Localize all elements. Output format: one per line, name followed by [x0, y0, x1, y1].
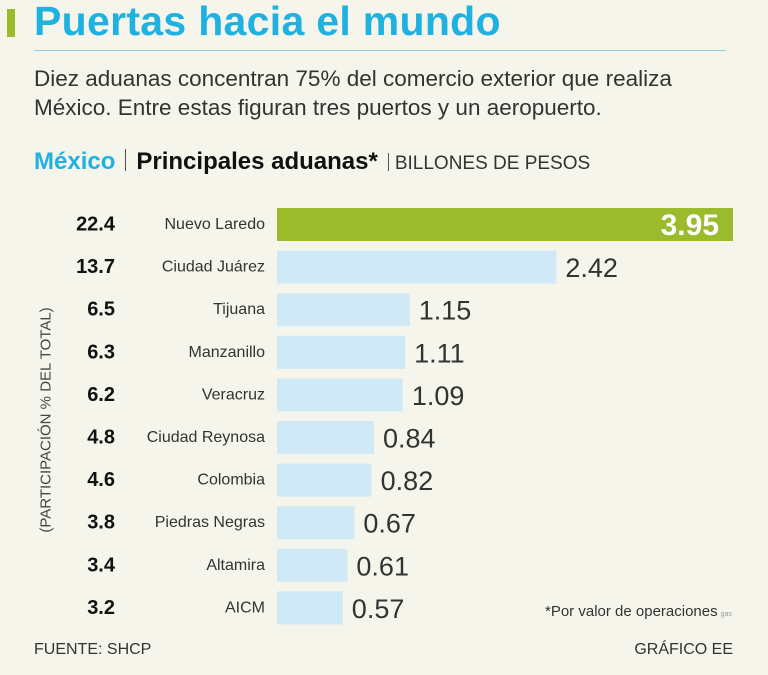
bar [277, 335, 406, 369]
category-label: Ciudad Reynosa [147, 429, 265, 446]
category-label: Manzanillo [189, 344, 266, 361]
header-separator [125, 149, 127, 171]
footnote: *Por valor de operaciones gas [545, 603, 732, 620]
value-label: 1.09 [412, 381, 465, 411]
share-label: 3.2 [87, 597, 115, 619]
bar [277, 293, 410, 327]
share-label: 4.8 [87, 427, 115, 449]
category-label: Piedras Negras [155, 514, 265, 531]
subtitle: Diez aduanas concentran 75% del comercio… [34, 66, 672, 120]
bar [277, 378, 403, 412]
share-label: 6.3 [87, 341, 115, 363]
title-divider [34, 50, 726, 51]
footnote-tag: gas [720, 611, 732, 618]
chart-title: Principales aduanas* [136, 148, 378, 175]
bar [277, 208, 733, 241]
value-label: 0.82 [381, 466, 434, 496]
credit: GRÁFICO EE [634, 641, 733, 658]
value-label: 0.57 [352, 594, 405, 624]
share-label: 4.6 [87, 469, 115, 491]
value-label: 1.11 [414, 338, 465, 368]
category-label: Altamira [206, 557, 265, 574]
category-label: Nuevo Laredo [164, 216, 265, 233]
source: FUENTE: SHCP [34, 641, 152, 658]
footnote-text: *Por valor de operaciones [545, 603, 718, 620]
bar [277, 421, 374, 454]
chart-units: BILLONES DE PESOS [394, 153, 591, 174]
value-label: 3.95 [661, 209, 719, 242]
share-label: 22.4 [76, 214, 116, 236]
chart-country: México [34, 148, 116, 175]
share-label: 6.5 [87, 299, 115, 321]
header-separator [387, 153, 389, 171]
page-title: Puertas hacia el mundo [34, 0, 501, 44]
category-label: Veracruz [202, 386, 265, 403]
bar [277, 548, 348, 582]
value-label: 0.67 [363, 509, 416, 539]
value-label: 2.42 [565, 253, 618, 283]
bar [277, 591, 343, 625]
category-label: Colombia [197, 472, 265, 489]
bar [277, 463, 372, 497]
share-label: 3.4 [87, 554, 116, 576]
share-label: 13.7 [76, 256, 115, 278]
category-label: Tijuana [213, 301, 265, 318]
value-label: 1.15 [419, 296, 472, 326]
value-label: 0.84 [383, 424, 436, 454]
share-label: 6.2 [87, 384, 115, 406]
title-accent-bar [7, 9, 15, 37]
share-label: 3.8 [87, 512, 115, 534]
chart-header: México Principales aduanas* BILLONES DE PE… [34, 148, 590, 176]
bar [277, 506, 355, 540]
bar [277, 250, 557, 284]
value-label: 0.61 [356, 551, 409, 581]
category-label: AICM [225, 599, 265, 616]
category-label: Ciudad Juárez [162, 259, 265, 276]
